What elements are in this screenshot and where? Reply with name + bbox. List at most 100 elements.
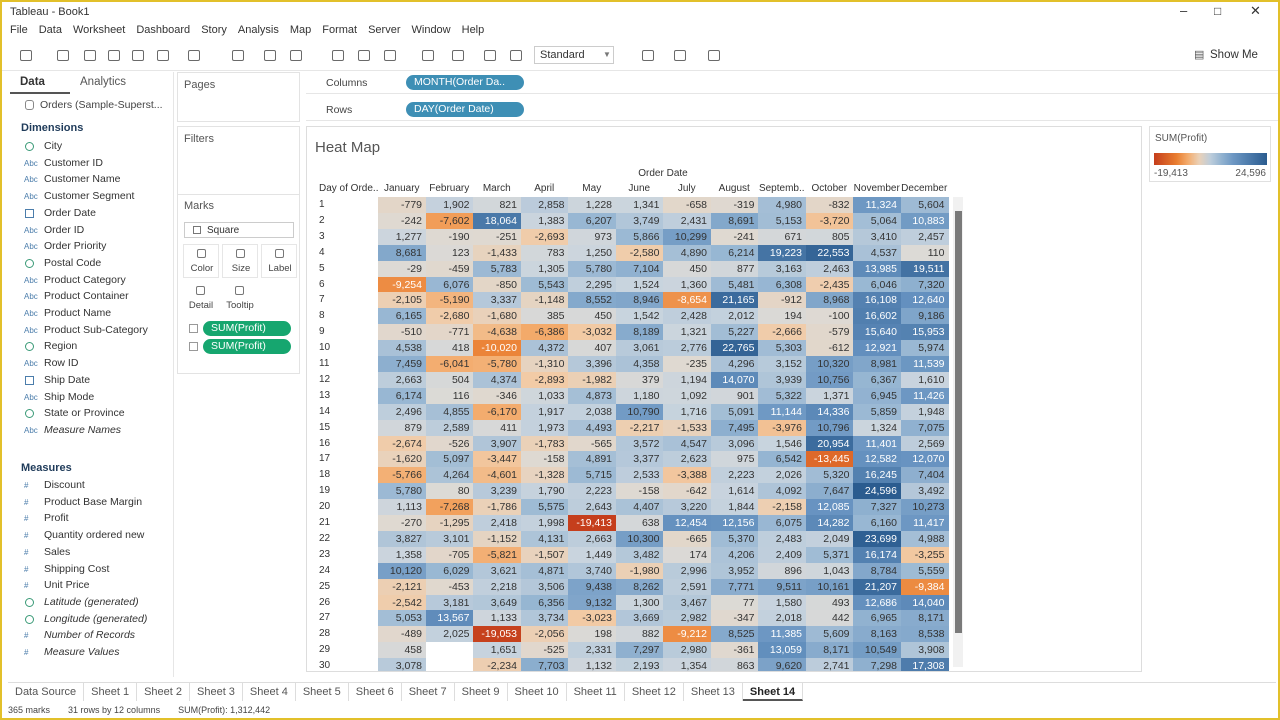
sheet-tab[interactable]: Sheet 1	[84, 683, 138, 701]
field[interactable]: Measure Names	[44, 423, 122, 436]
field[interactable]: Ship Date	[44, 373, 91, 386]
sheet-tab[interactable]: Sheet 14	[742, 683, 804, 701]
sheet-tab[interactable]: Sheet 13	[684, 683, 743, 701]
mark-button[interactable]: Tooltip	[222, 282, 258, 316]
menu-item[interactable]: Window	[411, 24, 451, 36]
format-dropdown[interactable]: Standard ▼	[534, 46, 614, 64]
field[interactable]: Order Priority	[44, 240, 107, 253]
menu-item[interactable]: Story	[201, 24, 227, 36]
toolbar-icon[interactable]	[674, 50, 686, 61]
field[interactable]: Profit	[44, 512, 69, 525]
toolbar-icon[interactable]	[332, 50, 344, 61]
toolbar-icon[interactable]	[188, 50, 200, 61]
minimize-button[interactable]: –	[1180, 3, 1188, 18]
toolbar-icon[interactable]	[157, 50, 169, 61]
field[interactable]: Product Base Margin	[44, 495, 143, 508]
field[interactable]: City	[44, 140, 63, 152]
field-icon: Abc	[24, 325, 38, 335]
sheet-tab[interactable]: Sheet 4	[243, 683, 296, 701]
toolbar-icon[interactable]	[510, 50, 522, 61]
pane-tab[interactable]: Analytics	[80, 76, 127, 88]
field[interactable]: Customer Segment	[44, 190, 135, 203]
field[interactable]: Row ID	[44, 357, 79, 370]
field[interactable]: Product Category	[44, 273, 126, 286]
toolbar-icon[interactable]	[358, 50, 370, 61]
mark-type-dropdown[interactable]: Square	[184, 222, 294, 238]
toolbar-icon[interactable]	[484, 50, 496, 61]
marks-pill[interactable]: SUM(Profit)	[203, 321, 291, 336]
sheet-tab[interactable]: Sheet 10	[508, 683, 567, 701]
field[interactable]: Number of Records	[44, 629, 136, 642]
toolbar-icon[interactable]	[290, 50, 302, 61]
toolbar-icon[interactable]	[108, 50, 120, 61]
sheet-tab[interactable]: Sheet 9	[455, 683, 508, 701]
show-me[interactable]: Show Me	[1210, 49, 1258, 61]
mark-button[interactable]: Label	[261, 244, 297, 278]
field[interactable]: Customer ID	[44, 156, 103, 169]
sheet-tab[interactable]: Sheet 6	[349, 683, 402, 701]
toolbar-icon[interactable]	[452, 50, 464, 61]
field[interactable]: Product Name	[44, 307, 112, 319]
sheet-tab[interactable]: Sheet 11	[567, 683, 625, 701]
heat-cell: 3,096	[710, 435, 759, 452]
mark-button[interactable]: Color	[183, 244, 219, 278]
field[interactable]: Customer Name	[44, 173, 121, 186]
field[interactable]: Product Container	[44, 290, 129, 303]
scrollbar-thumb[interactable]	[955, 211, 962, 633]
toolbar-icon[interactable]	[20, 50, 32, 61]
field[interactable]: Longitude (generated)	[44, 612, 148, 625]
show-me-icon[interactable]: ▤	[1194, 49, 1205, 61]
toolbar-icon[interactable]	[232, 50, 244, 61]
mark-button[interactable]: Detail	[183, 282, 219, 316]
heat-cell: 638	[615, 515, 664, 531]
sheet-tab[interactable]: Sheet 7	[402, 683, 455, 701]
toolbar-icon[interactable]	[422, 50, 434, 61]
datasource[interactable]: Orders (Sample-Superst...	[40, 99, 163, 111]
field[interactable]: Product Sub-Category	[44, 323, 148, 336]
field[interactable]: Shipping Cost	[44, 562, 110, 575]
field[interactable]: Order Date	[44, 206, 96, 219]
toolbar-icon[interactable]	[384, 50, 396, 61]
menu-item[interactable]: Worksheet	[72, 24, 126, 36]
menu-item[interactable]: Data	[38, 24, 62, 36]
field[interactable]: Latitude (generated)	[44, 595, 139, 608]
toolbar-icon[interactable]	[642, 50, 654, 61]
field[interactable]: Quantity ordered new	[44, 529, 145, 542]
toolbar-icon[interactable]	[57, 50, 69, 61]
marks-pill[interactable]: SUM(Profit)	[203, 339, 291, 354]
close-button[interactable]: ✕	[1250, 3, 1261, 18]
field[interactable]: State or Province	[44, 407, 125, 420]
toolbar-icon[interactable]	[132, 50, 144, 61]
menu-item[interactable]: Dashboard	[136, 24, 191, 36]
toolbar-icon[interactable]	[264, 50, 276, 61]
shelf-pill[interactable]: DAY(Order Date)	[406, 102, 524, 117]
mark-button-icon	[197, 249, 206, 258]
field[interactable]: Measure Values	[44, 646, 120, 658]
heat-cell: 77	[710, 594, 759, 611]
shelf-pill[interactable]: MONTH(Order Da..	[406, 75, 524, 90]
heat-cell: 450	[568, 308, 616, 325]
menu-item[interactable]: Server	[368, 24, 401, 36]
sheet-tab[interactable]: Sheet 12	[625, 683, 684, 701]
pane-tab[interactable]: Data	[20, 76, 45, 88]
field[interactable]: Order ID	[44, 223, 85, 236]
sheet-tab[interactable]: Sheet 3	[190, 683, 243, 701]
menu-item[interactable]: Format	[322, 24, 358, 36]
menu-item[interactable]: Analysis	[237, 24, 279, 36]
toolbar-icon[interactable]	[708, 50, 720, 61]
field[interactable]: Ship Mode	[44, 390, 95, 403]
menu-item[interactable]: Help	[461, 24, 485, 36]
field[interactable]: Unit Price	[44, 579, 90, 592]
field[interactable]: Postal Code	[44, 256, 102, 269]
field[interactable]: Sales	[44, 545, 71, 558]
toolbar-icon[interactable]	[84, 50, 96, 61]
maximize-button[interactable]: □	[1214, 4, 1222, 18]
sheet-tab[interactable]: Sheet 5	[296, 683, 349, 701]
field[interactable]: Region	[44, 340, 78, 353]
sheet-tab[interactable]: Sheet 2	[137, 683, 190, 701]
menu-item[interactable]: File	[10, 24, 28, 36]
menu-item[interactable]: Map	[289, 24, 312, 36]
sheet-tab[interactable]: Data Source	[8, 683, 85, 701]
field[interactable]: Discount	[44, 479, 85, 491]
mark-button[interactable]: Size	[222, 244, 258, 278]
